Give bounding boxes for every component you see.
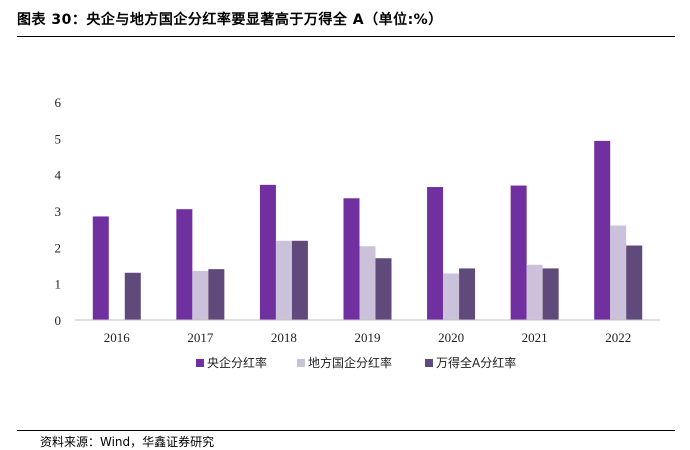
bar-3-2016 <box>124 272 141 320</box>
x-tick-label: 2016 <box>104 330 131 345</box>
y-tick-label: 3 <box>55 204 62 219</box>
bar-1-2016 <box>92 216 109 320</box>
y-tick-label: 4 <box>55 168 62 183</box>
bars-group <box>92 140 643 320</box>
bar-3-2022 <box>626 245 643 320</box>
bar-1-2017 <box>176 209 193 320</box>
bar-1-2022 <box>594 140 611 320</box>
x-tick-label: 2022 <box>605 330 631 345</box>
x-tick-label: 2021 <box>522 330 548 345</box>
footer-divider <box>17 430 675 431</box>
bar-2-2020 <box>443 273 460 320</box>
x-tick-label: 2017 <box>187 330 214 345</box>
y-axis: 0 1 2 3 4 5 6 <box>55 95 62 328</box>
bar-2-2019 <box>359 246 376 320</box>
legend: 央企分红率 地方国企分红率 万得全A分红率 <box>196 355 516 370</box>
bar-2-2022 <box>610 225 627 320</box>
y-tick-label: 5 <box>55 131 62 146</box>
y-tick-label: 6 <box>55 95 62 110</box>
x-tick-label: 2020 <box>438 330 464 345</box>
bar-3-2021 <box>542 268 559 320</box>
legend-swatch <box>425 359 433 367</box>
x-axis: 2016 2017 2018 2019 2020 2021 2022 <box>104 330 631 345</box>
legend-label: 央企分红率 <box>207 355 267 370</box>
title-divider <box>17 36 675 37</box>
bar-1-2021 <box>510 185 527 320</box>
bar-1-2019 <box>343 198 360 320</box>
source-note: 资料来源：Wind，华鑫证券研究 <box>40 435 215 449</box>
legend-label: 地方国企分红率 <box>308 355 392 370</box>
bar-2-2021 <box>526 264 543 320</box>
x-tick-label: 2019 <box>355 330 381 345</box>
bar-3-2017 <box>208 269 225 320</box>
bar-2-2018 <box>275 240 292 320</box>
bar-3-2020 <box>459 268 476 320</box>
y-tick-label: 0 <box>55 313 62 328</box>
bar-3-2019 <box>375 258 392 320</box>
bar-1-2018 <box>259 184 276 320</box>
bar-2-2017 <box>192 270 209 320</box>
x-tick-label: 2018 <box>271 330 297 345</box>
bar-3-2018 <box>291 240 308 320</box>
y-tick-label: 2 <box>55 240 62 255</box>
legend-label: 万得全A分红率 <box>436 355 516 370</box>
bar-1-2020 <box>427 187 444 320</box>
legend-swatch <box>196 359 204 367</box>
chart-title: 图表 30：央企与地方国企分红率要显著高于万得全 A（单位:%） <box>17 12 443 28</box>
legend-swatch <box>297 359 305 367</box>
y-tick-label: 1 <box>55 277 62 292</box>
